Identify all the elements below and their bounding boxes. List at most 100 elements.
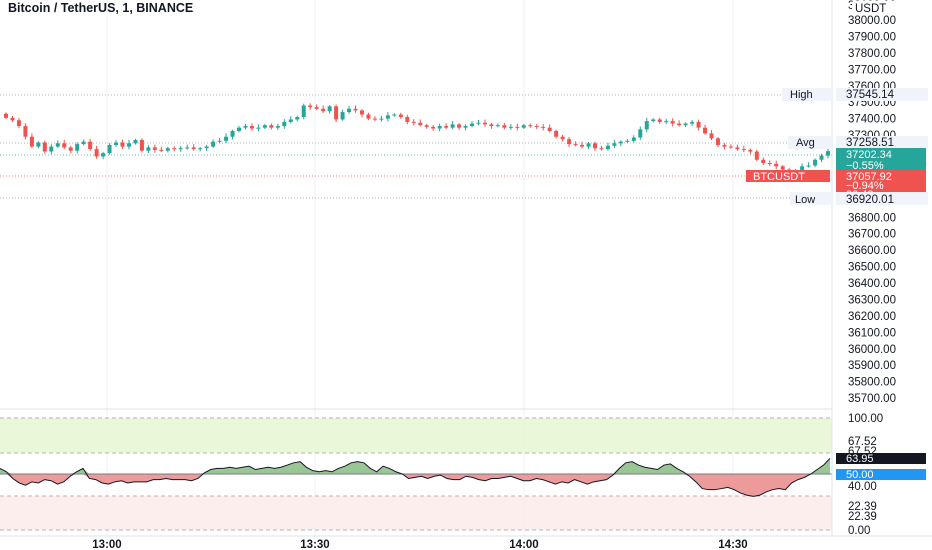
candle-body <box>10 117 15 121</box>
candle-body <box>139 140 144 151</box>
rsi-fill-above <box>0 458 830 474</box>
candle-body <box>172 148 177 150</box>
candle-body <box>114 142 119 145</box>
rsi-series <box>0 458 832 497</box>
candle-body <box>405 116 410 122</box>
price-tick-label: 35800.00 <box>848 377 896 389</box>
candle-body <box>353 108 358 111</box>
high-label-bg <box>782 88 832 101</box>
candle-body <box>42 142 47 152</box>
symbol-tag-bg <box>746 170 830 182</box>
candle-body <box>327 106 332 112</box>
candle-body <box>586 143 591 147</box>
price-tick-label: 35900.00 <box>848 360 896 372</box>
candle-body <box>690 121 695 124</box>
rsi-tick-label: 0.00 <box>848 525 870 537</box>
price-tick-label: 37400.00 <box>848 114 896 126</box>
candle-body <box>554 130 559 137</box>
time-label-1400: 14:00 <box>509 539 538 550</box>
avg-price-tag <box>836 148 926 172</box>
candle-body <box>126 143 131 147</box>
price-tick-label: 36000.00 <box>848 344 896 356</box>
high-value: 37545.14 <box>846 89 895 101</box>
candle-body <box>683 123 688 126</box>
time-label-1300: 13:00 <box>92 539 121 550</box>
candle-body <box>431 126 436 129</box>
candle-body <box>735 147 740 150</box>
candle-body <box>36 142 41 147</box>
last-change: −0.94% <box>846 180 884 192</box>
rsi-oversold-zone <box>0 496 832 530</box>
price-tick-label: 36500.00 <box>848 262 896 274</box>
candle-body <box>618 141 623 144</box>
candle-body <box>696 121 701 128</box>
rsi-current-value: 63.95 <box>846 453 874 465</box>
candle-body <box>49 146 54 152</box>
avg-tag-price: 37202.34 <box>846 149 892 161</box>
candle-body <box>806 165 811 167</box>
symbol-tag: BTCUSDT <box>753 171 805 183</box>
price-tick-label: 37900.00 <box>848 31 896 43</box>
candle-body <box>437 126 442 129</box>
candle-body <box>651 119 656 122</box>
candle-body <box>754 151 759 160</box>
candle-body <box>657 119 662 122</box>
rsi-line <box>0 458 831 497</box>
candle-body <box>178 148 183 150</box>
candle-body <box>508 126 513 128</box>
candle-body <box>482 122 487 125</box>
candle-body <box>62 143 67 148</box>
candle-body <box>101 153 106 157</box>
high-label: High <box>790 89 813 101</box>
time-label-1330: 13:30 <box>300 539 329 550</box>
candle-body <box>152 147 157 150</box>
candle-body <box>741 149 746 151</box>
candle-body <box>75 144 80 151</box>
avg-value-bg <box>836 136 928 149</box>
last-price: 37057.92 <box>846 171 892 183</box>
candle-body <box>780 166 785 170</box>
rsi-overbought-zone <box>0 418 832 453</box>
candle-body <box>68 147 73 151</box>
candle-body <box>288 119 293 122</box>
price-tick-label: 36200.00 <box>848 311 896 323</box>
candle-body <box>476 122 481 124</box>
candle-body <box>670 121 675 124</box>
rsi-midline-value: 50.00 <box>846 469 874 481</box>
price-reference-lines <box>0 94 832 199</box>
candle-body <box>133 140 138 144</box>
candle-body <box>599 148 604 150</box>
price-tick-label: 36800.00 <box>848 212 896 224</box>
candle-body <box>204 146 209 149</box>
candle-body <box>243 126 248 128</box>
candle-body <box>560 136 565 140</box>
candle-body <box>88 141 93 150</box>
candle-body <box>81 141 86 145</box>
candle-body <box>146 147 151 151</box>
low-label: Low <box>795 194 815 206</box>
candle-body <box>392 114 397 116</box>
candlestick-series <box>4 103 830 177</box>
symbol-title[interactable]: Bitcoin / TetherUS, 1, BINANCE <box>8 1 193 15</box>
candle-body <box>295 116 300 120</box>
candle-body <box>625 140 630 142</box>
rsi-tick-label: 67.52 <box>848 436 877 448</box>
candle-body <box>217 140 222 142</box>
rsi-tick-label: 22.39 <box>848 501 877 513</box>
candle-body <box>398 114 403 117</box>
candle-body <box>521 125 526 128</box>
candle-body <box>185 147 190 149</box>
candle-body <box>463 126 468 128</box>
low-value: 36920.01 <box>846 194 894 206</box>
candle-body <box>774 163 779 167</box>
candle-body <box>813 159 818 166</box>
candle-body <box>262 125 267 128</box>
candle-body <box>605 145 610 150</box>
time-axis[interactable]: 13:00 13:30 14:00 14:30 <box>92 539 747 550</box>
candle-body <box>269 125 274 128</box>
candle-body <box>450 124 455 128</box>
candle-body <box>703 127 708 134</box>
candle-body <box>418 122 423 126</box>
avg-value: 37258.51 <box>846 137 894 149</box>
